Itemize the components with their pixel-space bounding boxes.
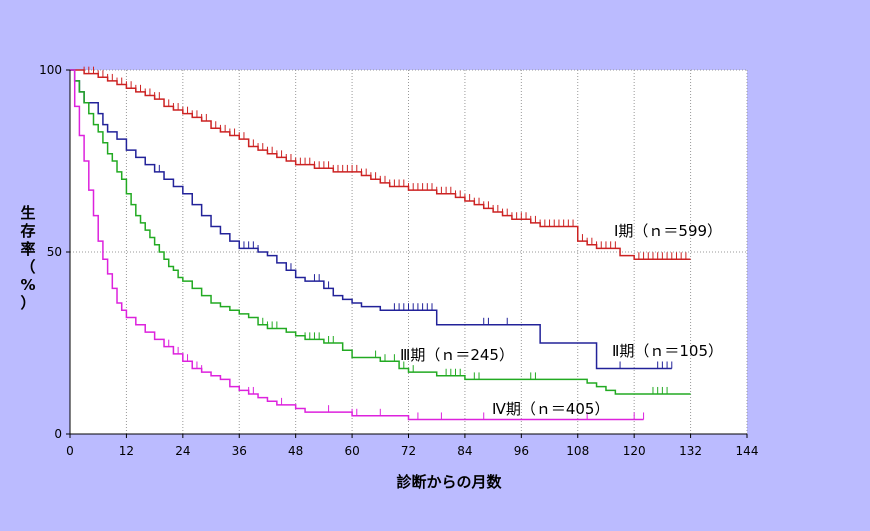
y-tick-label: 50 <box>47 245 62 259</box>
series-label: Ⅲ期（ｎ＝245） <box>400 346 514 364</box>
x-tick-label: 132 <box>679 444 702 458</box>
x-tick-label: 96 <box>514 444 529 458</box>
x-tick-label: 72 <box>401 444 416 458</box>
series-3 <box>70 69 691 395</box>
series-4 <box>70 69 645 421</box>
x-tick-label: 120 <box>623 444 646 458</box>
x-tick-label: 48 <box>288 444 303 458</box>
x-axis-title: 診断からの月数 <box>396 473 502 491</box>
x-tick-label: 84 <box>457 444 472 458</box>
y-tick-label: 100 <box>39 63 62 77</box>
y-ticks: 0 50 100 <box>39 63 70 441</box>
series-label: Ⅰ期（ｎ＝599） <box>614 222 722 240</box>
grid <box>70 69 748 434</box>
y-axis-title: 生存率（%） <box>20 204 35 312</box>
survival-curve <box>70 69 672 370</box>
x-tick-label: 24 <box>175 444 190 458</box>
y-tick-label: 0 <box>54 427 62 441</box>
x-tick-label: 60 <box>344 444 359 458</box>
series-layer <box>70 66 691 421</box>
series-2 <box>70 69 673 370</box>
survival-curve <box>70 69 691 395</box>
x-tick-label: 36 <box>232 444 247 458</box>
x-tick-label: 0 <box>66 444 74 458</box>
x-tick-label: 12 <box>119 444 134 458</box>
x-tick-label: 144 <box>736 444 759 458</box>
series-1 <box>70 66 691 261</box>
series-label: Ⅳ期（ｎ＝405） <box>492 400 609 418</box>
series-label: Ⅱ期（ｎ＝105） <box>612 342 723 360</box>
x-ticks: 0 12 24 36 48 60 72 84 96 108 120 132 144 <box>66 434 758 458</box>
legend-layer: Ⅰ期（ｎ＝599） Ⅱ期（ｎ＝105） Ⅲ期（ｎ＝245） Ⅳ期（ｎ＝405） <box>400 222 723 418</box>
x-tick-label: 108 <box>566 444 589 458</box>
